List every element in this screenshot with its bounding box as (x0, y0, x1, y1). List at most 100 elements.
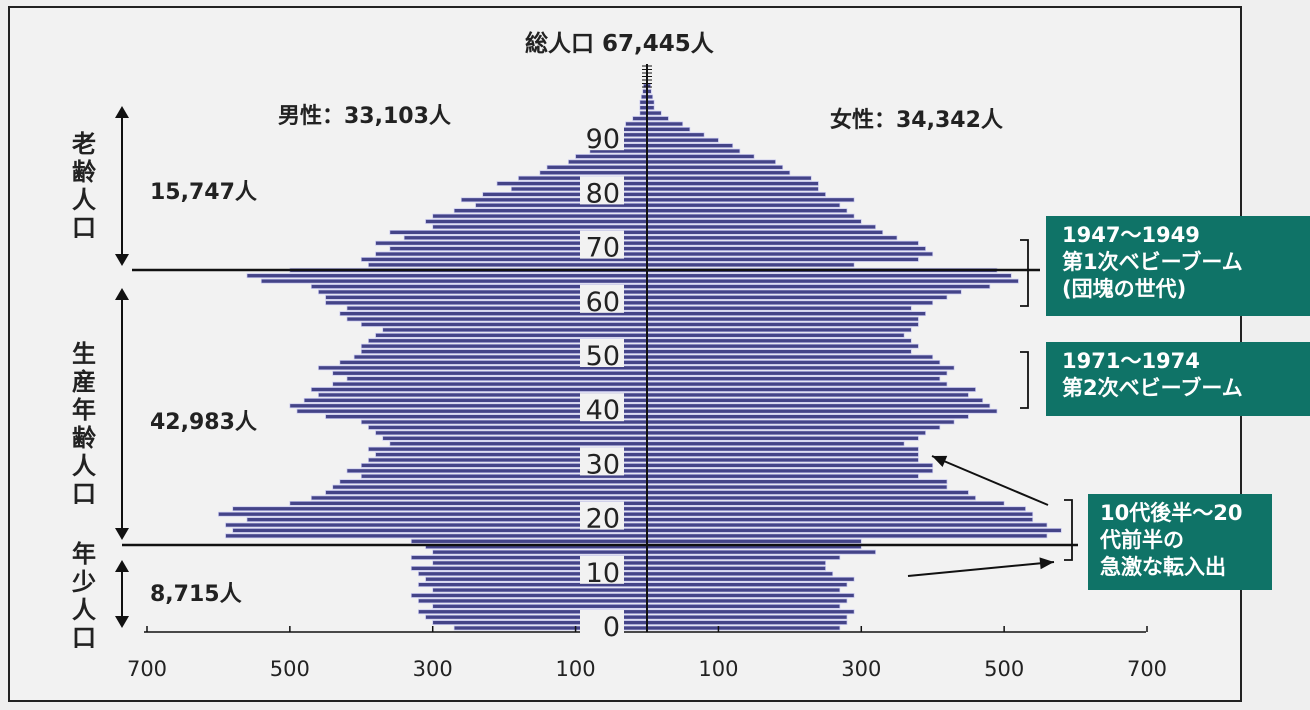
x-tick-label-right-100: 100 (698, 657, 738, 681)
youth-count: 8,715人 (150, 582, 242, 607)
bar-female-age-47 (646, 370, 948, 376)
bar-male-age-75 (425, 219, 648, 224)
bar-female-age-24 (646, 495, 976, 501)
bar-female-age-67 (646, 262, 855, 268)
bar-female-age-52 (646, 343, 919, 349)
bar-female-age-72 (646, 235, 898, 241)
age-tick-label-10: 10 (586, 558, 620, 589)
arrow-youth-head-top (115, 560, 129, 572)
bar-female-age-58 (646, 311, 926, 316)
bar-male-age-84 (539, 170, 648, 176)
bar-male-age-86 (568, 159, 648, 165)
bar-male-age-26 (332, 484, 648, 490)
bar-male-age-34 (389, 441, 648, 447)
bar-female-age-64 (646, 278, 1019, 284)
bar-female-age-82 (646, 181, 819, 186)
bar-female-age-30 (646, 463, 934, 468)
bar-female-age-33 (646, 446, 919, 452)
bar-female-age-0 (646, 625, 841, 631)
bar-female-age-69 (646, 251, 934, 257)
x-tick-label-right-300: 300 (841, 657, 881, 681)
bar-female-age-11 (646, 566, 826, 571)
arrow-working-age-head-bottom (115, 528, 129, 540)
bar-female-age-96 (646, 105, 655, 111)
age-tick-label-70: 70 (586, 233, 620, 264)
bar-female-age-55 (646, 327, 912, 333)
bar-female-age-62 (646, 289, 962, 295)
x-tick-label-left-100: 100 (556, 657, 596, 681)
bar-female-age-21 (646, 511, 1034, 517)
bar-male-age-97 (639, 99, 648, 105)
bar-female-age-12 (646, 560, 826, 566)
bar-male-age-25 (325, 490, 648, 495)
callout-second-baby-boom: 1971～1974 第2次ベビーブーム (1046, 342, 1310, 416)
female-total-label: 女性：34,342人 (830, 108, 1003, 133)
bar-male-age-16 (410, 538, 648, 544)
bar-female-age-9 (646, 576, 855, 582)
arrow-youth-head-bottom (115, 616, 129, 628)
bar-female-age-36 (646, 430, 926, 436)
bar-female-age-16 (646, 538, 862, 544)
bar-female-age-93 (646, 121, 684, 127)
bar-male-age-5 (418, 598, 648, 604)
bar-male-age-14 (432, 549, 648, 555)
callout-youth-migration: 10代後半～20 代前半の 急激な転入出 (1088, 494, 1272, 590)
x-tick-label-left-500: 500 (270, 657, 310, 681)
bar-male-age-65 (246, 273, 648, 279)
bar-male-age-55 (382, 327, 648, 333)
bar-female-age-17 (646, 533, 1048, 539)
bar-female-age-18 (646, 528, 1062, 533)
pointer-arrow-upper-head (932, 455, 948, 467)
bar-female-age-1 (646, 620, 848, 625)
bar-female-age-70 (646, 246, 926, 251)
bar-female-age-22 (646, 506, 1026, 512)
age-tick-label-50: 50 (586, 341, 620, 372)
bar-female-age-59 (646, 305, 912, 311)
bar-female-age-37 (646, 425, 941, 430)
age-tick-label-40: 40 (586, 395, 620, 426)
bar-female-age-43 (646, 392, 969, 398)
bar-male-age-96 (639, 105, 648, 111)
bar-male-age-94 (632, 116, 648, 121)
age-tick-label-30: 30 (586, 449, 620, 480)
bar-male-age-46 (346, 376, 648, 382)
bar-male-age-56 (360, 322, 648, 327)
bar-female-age-25 (646, 490, 969, 495)
bar-male-age-54 (375, 332, 648, 338)
bracket-youth-migration (1064, 499, 1073, 561)
age-tick-label-0: 0 (603, 612, 620, 643)
age-label-bg-40 (580, 393, 624, 422)
bar-female-age-81 (646, 186, 819, 192)
bar-female-age-31 (646, 457, 919, 463)
bar-female-age-26 (646, 484, 948, 490)
bar-female-age-97 (646, 99, 655, 105)
bar-female-age-80 (646, 192, 826, 197)
bar-male-age-95 (639, 110, 648, 116)
age-label-bg-60 (580, 284, 624, 313)
bar-female-age-65 (646, 273, 1012, 279)
bar-female-age-27 (646, 479, 948, 485)
x-tick-label-right-700: 700 (1127, 657, 1167, 681)
bar-female-age-13 (646, 555, 841, 560)
bar-female-age-51 (646, 349, 912, 354)
bar-female-age-42 (646, 398, 984, 403)
bar-male-age-45 (332, 381, 648, 387)
bar-female-age-86 (646, 159, 776, 165)
bar-male-age-82 (496, 181, 648, 186)
bar-female-age-84 (646, 170, 791, 176)
youth-group-label: 年少人口 (72, 540, 96, 652)
bar-female-age-46 (646, 376, 941, 382)
bar-female-age-7 (646, 587, 841, 593)
bar-male-age-93 (625, 121, 648, 127)
bar-female-age-61 (646, 295, 948, 300)
bar-female-age-8 (646, 582, 848, 587)
bar-female-age-3 (646, 609, 855, 615)
elderly-group-label: 老齢人口 (72, 130, 96, 242)
age-tick-label-60: 60 (586, 287, 620, 318)
bar-female-age-87 (646, 154, 755, 159)
bar-female-age-63 (646, 284, 991, 289)
bar-male-age-85 (546, 164, 648, 170)
age-label-bg-20 (580, 501, 624, 530)
bar-male-age-35 (382, 435, 648, 441)
